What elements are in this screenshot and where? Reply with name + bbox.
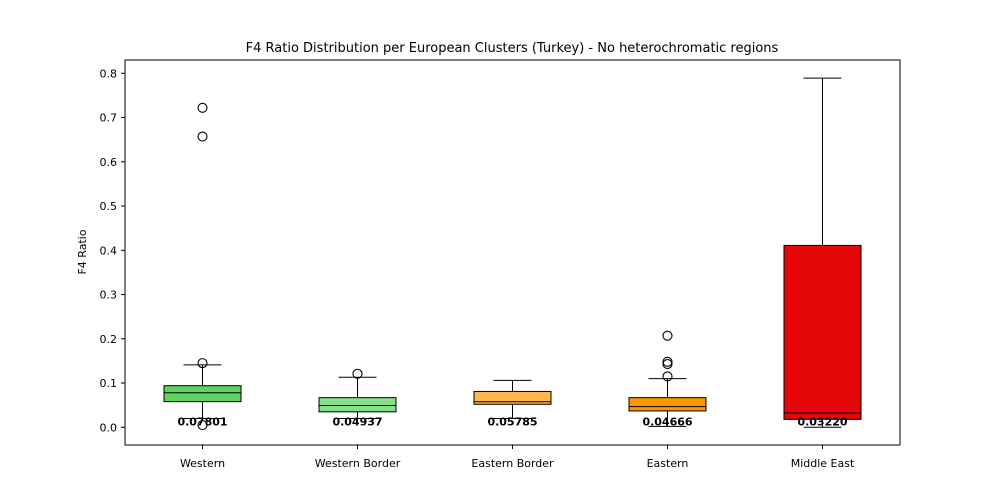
y-tick-label: 0.5	[100, 200, 118, 213]
x-tick-label: Western	[180, 457, 225, 470]
y-tick-label: 0.1	[100, 377, 118, 390]
x-tick-label: Eastern	[647, 457, 689, 470]
y-tick-label: 0.4	[100, 244, 118, 257]
box	[783, 244, 862, 420]
outlier-point	[197, 358, 208, 369]
median-value-label: 0.03220	[797, 415, 847, 428]
outlier-point	[197, 420, 208, 431]
median-value-label: 0.05785	[487, 415, 537, 428]
outlier-point	[662, 356, 673, 367]
y-tick-label: 0.3	[100, 289, 118, 302]
y-axis-label: F4 Ratio	[76, 229, 89, 274]
outlier-point	[662, 330, 673, 341]
y-tick-label: 0.7	[100, 112, 118, 125]
chart-title: F4 Ratio Distribution per European Clust…	[246, 41, 779, 56]
plot-area: 0.0 0.1 0.2 0.3 0.4 0.5 0.6 0.7 0.8 Western Wester…	[100, 59, 901, 470]
x-tick-label: Middle East	[791, 457, 855, 470]
box	[473, 390, 552, 405]
outlier-point	[197, 131, 208, 142]
y-tick-label: 0.0	[100, 421, 118, 434]
x-tick-label: Eastern Border	[471, 457, 554, 470]
outlier-point	[662, 371, 673, 382]
box	[628, 397, 707, 412]
median-value-label: 0.04937	[332, 415, 382, 428]
y-tick-label: 0.2	[100, 333, 118, 346]
box	[318, 397, 397, 413]
median-value-label: 0.07801	[177, 415, 227, 428]
box	[163, 385, 242, 403]
x-tick-label: Western Border	[315, 457, 401, 470]
median-value-label: 0.04666	[642, 415, 692, 428]
y-tick-label: 0.6	[100, 156, 118, 169]
outlier-point	[352, 368, 363, 379]
outlier-point	[662, 358, 673, 370]
y-tick-label: 0.8	[100, 67, 118, 80]
outlier-point	[197, 102, 208, 113]
